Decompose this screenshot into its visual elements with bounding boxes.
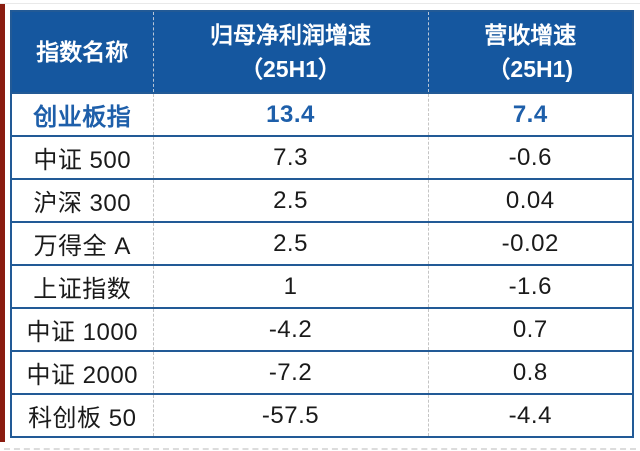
header-row: 指数名称 归母净利润增速 （25H1） 营收增速 （25H1) xyxy=(11,11,633,93)
header-label-line1: 归母净利润增速 xyxy=(210,22,371,48)
revenue-growth-cell: 7.4 xyxy=(427,92,633,136)
profit-growth-cell: 7.3 xyxy=(152,135,428,179)
header-label: 指数名称 xyxy=(36,39,129,65)
profit-growth-cell: 13.4 xyxy=(152,92,428,136)
index-name-cell: 万得全 A xyxy=(11,221,153,265)
col-header-revenue-growth: 营收增速 （25H1) xyxy=(427,11,633,93)
profit-growth-cell: -4.2 xyxy=(152,307,428,351)
bottom-dashed-divider xyxy=(4,448,636,450)
revenue-growth-cell: 0.8 xyxy=(427,350,633,394)
revenue-growth-cell: 0.04 xyxy=(427,178,633,222)
table-row-star50: 科创板 50 -57.5 -4.4 xyxy=(11,393,633,437)
index-name-cell: 上证指数 xyxy=(11,264,153,308)
table-row-hs300: 沪深 300 2.5 0.04 xyxy=(11,178,633,222)
col-header-index-name: 指数名称 xyxy=(11,11,153,93)
revenue-growth-cell: -0.02 xyxy=(427,221,633,265)
revenue-growth-cell: -0.6 xyxy=(427,135,633,179)
profit-growth-cell: 1 xyxy=(152,264,428,308)
table-row-wind-all-a: 万得全 A 2.5 -0.02 xyxy=(11,221,633,265)
index-name-cell: 科创板 50 xyxy=(11,393,153,437)
profit-growth-cell: 2.5 xyxy=(152,221,428,265)
index-name-cell: 中证 500 xyxy=(11,135,153,179)
revenue-growth-cell: -4.4 xyxy=(427,393,633,437)
left-edge-red-strip xyxy=(0,4,5,442)
profit-growth-cell: -7.2 xyxy=(152,350,428,394)
table-row-sse-composite: 上证指数 1 -1.6 xyxy=(11,264,633,308)
col-header-profit-growth: 归母净利润增速 （25H1） xyxy=(152,11,428,93)
header-label-line1: 营收增速 xyxy=(484,22,577,48)
index-name-cell: 沪深 300 xyxy=(11,178,153,222)
table-row-chinext: 创业板指 13.4 7.4 xyxy=(11,92,633,136)
index-name-cell: 中证 2000 xyxy=(11,350,153,394)
header-label-line2: （25H1） xyxy=(240,56,341,82)
index-name-cell: 创业板指 xyxy=(11,92,153,136)
top-divider xyxy=(0,3,640,4)
profit-growth-cell: -57.5 xyxy=(152,393,428,437)
index-growth-table: 指数名称 归母净利润增速 （25H1） 营收增速 （25H1) 创业板指 13.… xyxy=(10,10,634,438)
revenue-growth-cell: -1.6 xyxy=(427,264,633,308)
header-label-line2: （25H1) xyxy=(487,56,574,82)
revenue-growth-cell: 0.7 xyxy=(427,307,633,351)
table-row-csi500: 中证 500 7.3 -0.6 xyxy=(11,135,633,179)
table-row-csi2000: 中证 2000 -7.2 0.8 xyxy=(11,350,633,394)
profit-growth-cell: 2.5 xyxy=(152,178,428,222)
table-row-csi1000: 中证 1000 -4.2 0.7 xyxy=(11,307,633,351)
index-name-cell: 中证 1000 xyxy=(11,307,153,351)
